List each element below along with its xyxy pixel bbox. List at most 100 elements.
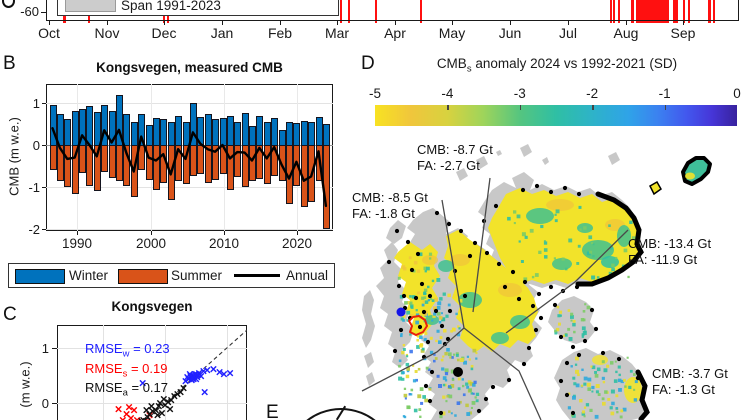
glacier-speckle xyxy=(419,415,422,418)
glacier-speckle xyxy=(475,352,478,355)
annual-marker: × xyxy=(167,392,175,408)
glacier-speckle xyxy=(470,406,473,409)
region-divider-line xyxy=(361,327,465,392)
glacier-speckle xyxy=(428,387,432,391)
colorbar-tick-label: -1 xyxy=(658,86,671,101)
glacier-speckle xyxy=(427,285,430,289)
month-label: Oct xyxy=(38,25,60,41)
glacier-speckle xyxy=(620,379,624,384)
coast-dot xyxy=(433,308,439,314)
winter-marker: × xyxy=(181,373,190,389)
glacier-speckle xyxy=(610,411,615,416)
annual-marker: × xyxy=(155,398,163,414)
glacier-orange-patch xyxy=(422,255,438,265)
glacier-speckle xyxy=(405,362,410,367)
glacier-speckle xyxy=(398,376,403,381)
glacier-speckle xyxy=(459,358,464,362)
prins-karls-forland xyxy=(362,290,375,348)
panel-c-ylabel: (m w.e.) xyxy=(17,361,33,408)
glacier-speckle xyxy=(446,348,450,352)
glacier-speckle xyxy=(456,333,461,337)
event-line xyxy=(340,0,342,23)
annual-marker: × xyxy=(173,386,182,402)
glacier-edge-yellow xyxy=(592,355,608,365)
region-label-west: CMB: -8.5 Gt FA: -1.8 Gt xyxy=(352,190,428,221)
glacier-speckle xyxy=(402,371,405,375)
glacier-speckle xyxy=(438,321,442,324)
glacier-speckle xyxy=(444,372,449,376)
glacier-speckle xyxy=(573,382,577,386)
coast-dot xyxy=(386,259,392,265)
panel-a-axis-bottom xyxy=(46,20,739,21)
kvitoya-yellow xyxy=(685,172,695,180)
glacier-speckle xyxy=(443,329,447,333)
winter-marker: × xyxy=(192,371,200,387)
summer-bar xyxy=(79,145,87,173)
glacier-speckle xyxy=(553,257,556,260)
winter-marker: × xyxy=(189,371,198,387)
glacier-speckle xyxy=(448,410,451,413)
glacier-speckle xyxy=(433,353,436,356)
glacier-speckle xyxy=(631,236,636,240)
glacier-speckle xyxy=(586,305,591,310)
glacier-speckle xyxy=(582,310,586,313)
summer-marker: × xyxy=(144,415,152,420)
glacier-speckle xyxy=(567,406,571,410)
b-ytick-label: 0 xyxy=(32,138,40,153)
glacier-speckle xyxy=(594,371,597,374)
glacier-speckle xyxy=(437,301,442,306)
winter-swatch xyxy=(15,269,65,284)
glacier-speckle xyxy=(416,269,421,273)
glacier-speckle xyxy=(442,292,446,296)
glacier-speckle xyxy=(609,406,613,410)
coast-dot xyxy=(394,228,400,234)
rmse-annotation: RMSEw = 0.23 RMSEs = 0.19 RMSEa = 0.17 xyxy=(85,342,170,401)
colorbar-tick-mark xyxy=(592,105,594,110)
winter-marker: × xyxy=(189,368,197,383)
glacier-speckle xyxy=(567,392,571,395)
glacier-speckle xyxy=(402,314,406,319)
coast-dot xyxy=(417,324,423,330)
glacier-speckle xyxy=(583,406,587,409)
b-ytick-mark xyxy=(42,145,46,146)
glacier-speckle xyxy=(607,398,611,401)
winter-marker: × xyxy=(187,369,195,385)
month-tick xyxy=(280,20,281,25)
winter-marker: × xyxy=(191,366,199,382)
month-label: Aug xyxy=(613,25,639,41)
glacier-speckle xyxy=(554,213,557,216)
winter-marker: × xyxy=(184,371,193,387)
colorbar-tick-label: -4 xyxy=(441,86,454,101)
annual-marker: × xyxy=(147,398,156,414)
glacier-speckle xyxy=(401,265,406,269)
glacier-speckle xyxy=(608,271,613,276)
glacier-speckle xyxy=(555,327,560,332)
glacier-speckle xyxy=(554,331,558,335)
glacier-speckle xyxy=(570,315,574,319)
glacier-speckle xyxy=(618,373,621,377)
month-label: Jan xyxy=(210,25,234,41)
glacier-speckle xyxy=(418,298,422,302)
glacier-speckle xyxy=(401,377,405,381)
glacier-speckle xyxy=(617,378,622,383)
glacier-speckle xyxy=(524,235,528,239)
coast-dot xyxy=(439,323,445,329)
glacier-speckle xyxy=(410,306,414,309)
colorbar-tick-mark xyxy=(519,105,522,110)
glacier-speckle xyxy=(421,303,425,307)
coast-dot xyxy=(458,228,464,234)
glacier-speckle xyxy=(400,333,403,336)
b-xtick-label: 2010 xyxy=(208,236,240,251)
glacier-speckle xyxy=(440,358,444,362)
glacier-speckle xyxy=(591,385,595,390)
glacier-speckle xyxy=(442,376,447,380)
coast-dot xyxy=(576,191,582,197)
glacier-speckle xyxy=(423,288,428,292)
glacier-speckle xyxy=(457,358,460,362)
glacier-speckle xyxy=(457,377,461,381)
coast-dot xyxy=(401,293,407,299)
panel-a-legend: Span 1991-2023 xyxy=(57,0,339,16)
glacier-speckle xyxy=(595,384,600,388)
glacier-speckle xyxy=(531,275,535,279)
winter-marker: × xyxy=(215,364,224,380)
